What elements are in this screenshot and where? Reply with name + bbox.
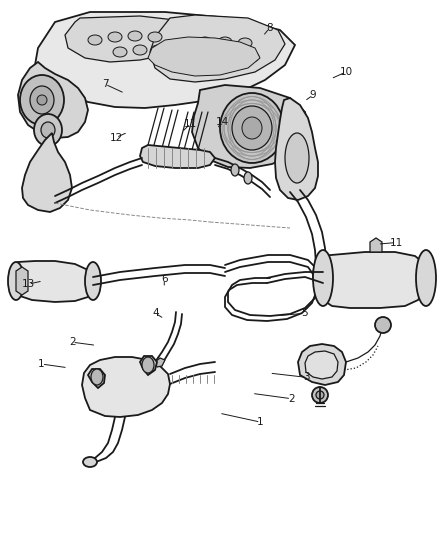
Ellipse shape bbox=[83, 457, 97, 467]
Ellipse shape bbox=[231, 164, 239, 176]
Polygon shape bbox=[320, 252, 428, 308]
Polygon shape bbox=[35, 12, 295, 108]
Polygon shape bbox=[192, 85, 308, 168]
Text: 11: 11 bbox=[390, 238, 403, 247]
Polygon shape bbox=[22, 133, 72, 212]
Ellipse shape bbox=[20, 75, 64, 125]
Ellipse shape bbox=[238, 38, 252, 48]
Ellipse shape bbox=[313, 250, 333, 306]
Polygon shape bbox=[150, 15, 285, 82]
Text: 2: 2 bbox=[69, 337, 76, 347]
Ellipse shape bbox=[223, 53, 237, 63]
Ellipse shape bbox=[91, 369, 103, 385]
Text: 12: 12 bbox=[110, 133, 123, 142]
Ellipse shape bbox=[37, 95, 47, 105]
Polygon shape bbox=[140, 356, 157, 375]
Ellipse shape bbox=[285, 133, 309, 183]
Text: 9: 9 bbox=[310, 90, 317, 100]
Polygon shape bbox=[140, 145, 215, 168]
Ellipse shape bbox=[142, 357, 154, 373]
Text: 1: 1 bbox=[38, 359, 45, 369]
Ellipse shape bbox=[245, 52, 259, 62]
Text: 4: 4 bbox=[152, 309, 159, 318]
Ellipse shape bbox=[218, 37, 232, 47]
Ellipse shape bbox=[220, 93, 284, 163]
Polygon shape bbox=[370, 238, 382, 252]
Ellipse shape bbox=[108, 32, 122, 42]
Ellipse shape bbox=[242, 117, 262, 139]
Text: 2: 2 bbox=[288, 394, 295, 403]
Polygon shape bbox=[65, 16, 185, 62]
Ellipse shape bbox=[113, 47, 127, 57]
Ellipse shape bbox=[85, 262, 101, 300]
Text: 11: 11 bbox=[184, 119, 197, 128]
Text: 10: 10 bbox=[339, 67, 353, 77]
Ellipse shape bbox=[203, 55, 217, 65]
Ellipse shape bbox=[375, 317, 391, 333]
Text: 8: 8 bbox=[266, 23, 273, 33]
Ellipse shape bbox=[244, 172, 252, 184]
Polygon shape bbox=[18, 62, 88, 138]
Ellipse shape bbox=[178, 40, 192, 50]
Ellipse shape bbox=[416, 250, 436, 306]
Ellipse shape bbox=[232, 106, 272, 150]
Text: 6: 6 bbox=[161, 274, 168, 284]
Ellipse shape bbox=[128, 31, 142, 41]
Ellipse shape bbox=[316, 391, 324, 399]
Text: 5: 5 bbox=[301, 309, 308, 318]
Ellipse shape bbox=[8, 262, 24, 300]
Polygon shape bbox=[275, 98, 318, 200]
Ellipse shape bbox=[148, 32, 162, 42]
Text: 3: 3 bbox=[303, 373, 310, 382]
Polygon shape bbox=[82, 357, 170, 417]
Ellipse shape bbox=[133, 45, 147, 55]
Ellipse shape bbox=[30, 86, 54, 114]
Polygon shape bbox=[88, 369, 105, 388]
Polygon shape bbox=[148, 37, 260, 76]
Ellipse shape bbox=[312, 387, 328, 403]
Ellipse shape bbox=[41, 122, 55, 138]
Text: 7: 7 bbox=[102, 79, 109, 89]
Polygon shape bbox=[155, 358, 165, 367]
Polygon shape bbox=[305, 351, 338, 379]
Polygon shape bbox=[298, 344, 346, 385]
Ellipse shape bbox=[34, 114, 62, 146]
Polygon shape bbox=[16, 267, 28, 295]
Polygon shape bbox=[10, 261, 94, 302]
Text: 14: 14 bbox=[216, 117, 229, 126]
Ellipse shape bbox=[151, 45, 165, 55]
Ellipse shape bbox=[88, 35, 102, 45]
Ellipse shape bbox=[198, 37, 212, 47]
Ellipse shape bbox=[313, 262, 327, 288]
Text: 13: 13 bbox=[22, 279, 35, 289]
Text: 1: 1 bbox=[257, 417, 264, 427]
